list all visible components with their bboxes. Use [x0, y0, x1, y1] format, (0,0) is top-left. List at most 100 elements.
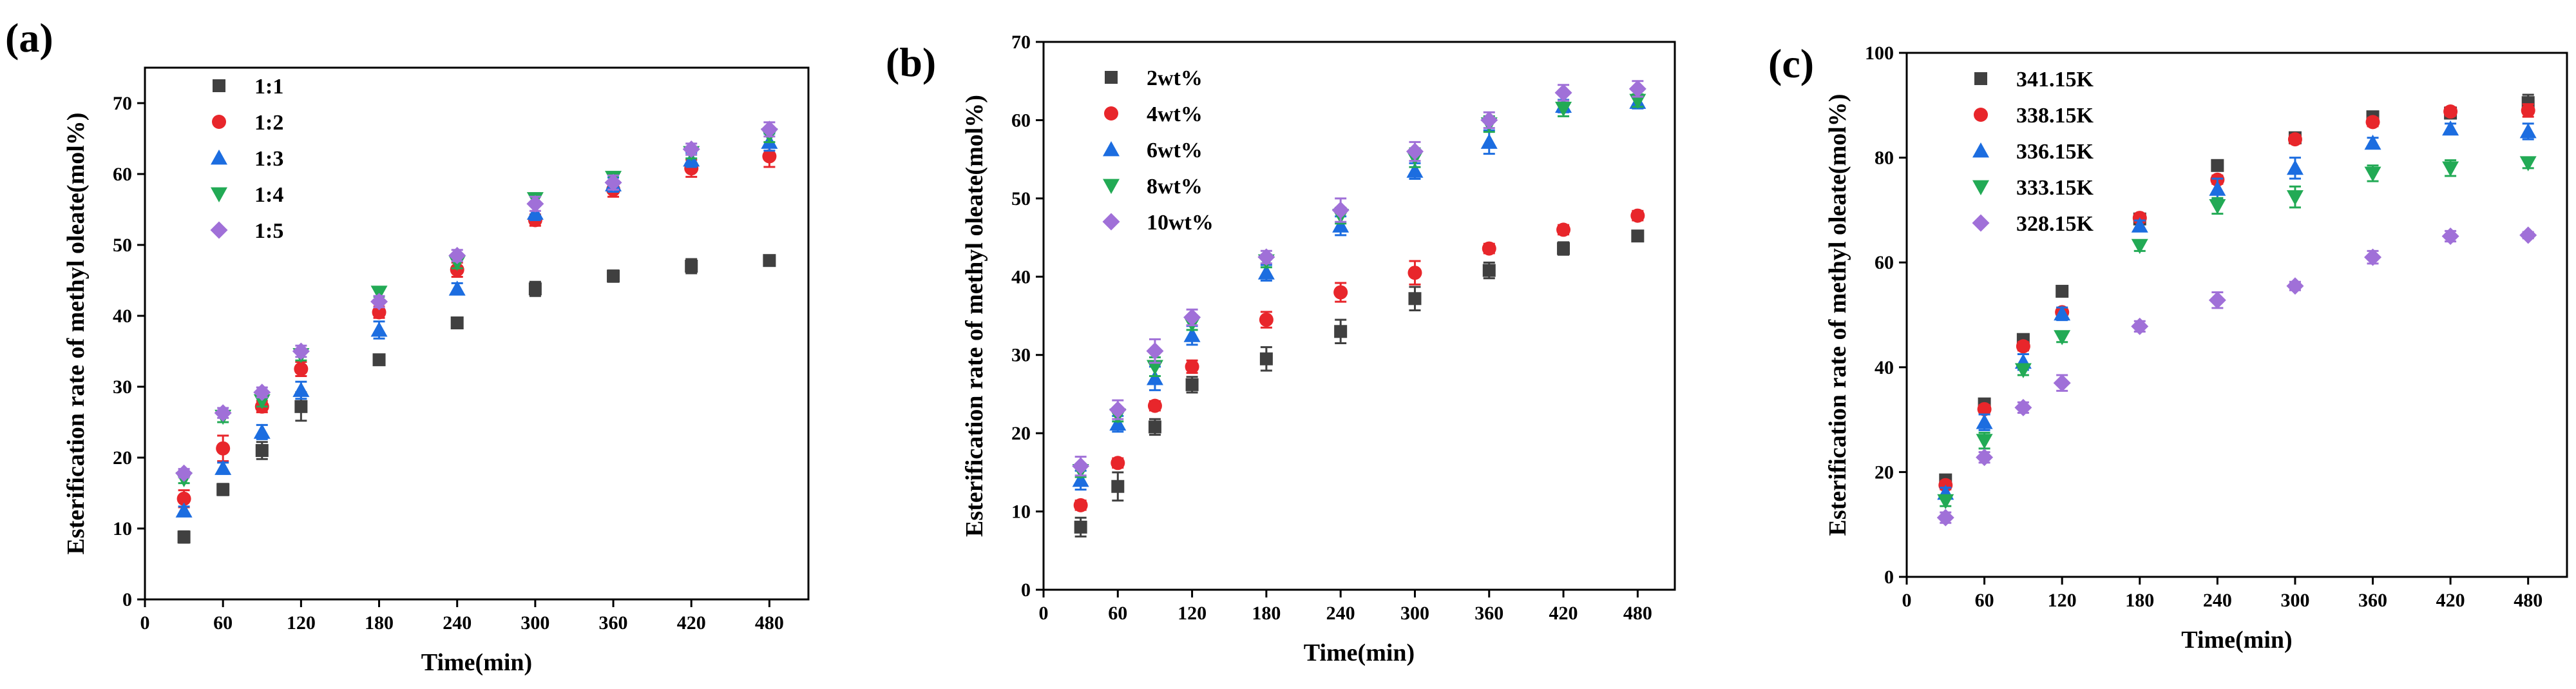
x-tick-label: 420 — [2436, 590, 2465, 611]
data-point — [2211, 159, 2224, 172]
data-point — [1482, 241, 1496, 256]
legend-label: 8wt% — [1147, 175, 1203, 199]
data-point — [685, 260, 698, 273]
x-tick-label: 360 — [2358, 590, 2387, 611]
x-tick-label: 420 — [677, 612, 706, 634]
panel-label: (a) — [5, 15, 53, 61]
data-point — [2053, 374, 2071, 392]
data-point — [1977, 402, 1992, 416]
data-point — [253, 423, 271, 439]
data-point — [2364, 134, 2381, 150]
data-point — [175, 502, 193, 518]
data-point — [607, 269, 620, 283]
data-point — [1072, 457, 1090, 475]
data-point — [1073, 498, 1088, 512]
data-point — [2209, 180, 2226, 196]
x-tick-label: 0 — [1902, 590, 1912, 611]
legend-label: 1:5 — [254, 219, 283, 243]
data-point — [1332, 217, 1350, 233]
y-tick-label: 40 — [1011, 266, 1031, 287]
x-tick-label: 180 — [1252, 603, 1281, 624]
data-point — [2519, 122, 2537, 139]
plot-frame — [1905, 52, 2568, 578]
data-point — [175, 464, 193, 482]
plot-frame — [144, 66, 810, 601]
data-point — [2441, 228, 2459, 246]
data-point — [1557, 242, 1570, 255]
legend-marker — [213, 79, 225, 92]
series-1:5 — [175, 121, 778, 482]
series-4wt% — [1073, 208, 1645, 512]
legend-label: 1:4 — [254, 183, 283, 207]
x-axis-title: Time(min) — [421, 649, 532, 676]
data-point — [1629, 93, 1646, 110]
data-point — [1407, 266, 1422, 280]
data-point — [2364, 248, 2382, 266]
data-point — [1109, 401, 1127, 419]
data-point — [2286, 277, 2304, 295]
data-point — [2054, 305, 2071, 321]
y-tick-label: 40 — [113, 306, 132, 327]
data-point — [2016, 339, 2030, 354]
data-point — [177, 530, 191, 544]
x-tick-label: 120 — [1178, 603, 1207, 624]
data-point — [2208, 291, 2226, 309]
legend-marker — [211, 187, 227, 202]
data-point — [1406, 142, 1424, 160]
x-tick-label: 60 — [1108, 603, 1127, 624]
y-tick-label: 70 — [113, 93, 132, 114]
data-point — [1074, 520, 1087, 534]
y-axis-title: Esterification rate of methyl oleate(mol… — [961, 95, 988, 537]
data-point — [1183, 327, 1201, 342]
x-tick-label: 120 — [287, 612, 316, 634]
data-point — [1111, 456, 1125, 471]
data-point — [2519, 226, 2537, 244]
series-333.15K — [1937, 156, 2537, 510]
data-point — [1976, 434, 1993, 449]
x-tick-label: 180 — [2125, 590, 2154, 611]
x-tick-label: 240 — [1326, 603, 1355, 624]
data-point — [604, 173, 622, 191]
data-point — [370, 322, 388, 337]
x-tick-label: 360 — [1474, 603, 1503, 624]
legend-label: 338.15K — [2016, 104, 2094, 128]
legend-marker — [212, 115, 226, 129]
data-point — [370, 293, 388, 311]
data-point — [1554, 84, 1572, 102]
data-point — [1480, 133, 1498, 149]
y-tick-label: 0 — [1884, 567, 1894, 588]
legend-marker — [1102, 213, 1120, 231]
data-point — [448, 280, 466, 296]
data-point — [1482, 264, 1496, 277]
data-point — [216, 483, 230, 496]
y-tick-label: 20 — [1011, 423, 1031, 444]
data-point — [216, 441, 231, 456]
data-point — [1072, 472, 1089, 487]
x-tick-label: 480 — [755, 612, 784, 634]
y-tick-label: 50 — [113, 235, 132, 256]
legend-marker — [1103, 179, 1120, 194]
legend-label: 4wt% — [1147, 102, 1203, 126]
x-tick-label: 0 — [140, 612, 150, 634]
x-tick-label: 360 — [599, 612, 628, 634]
data-point — [1146, 360, 1163, 375]
legend-label: 1:3 — [254, 147, 283, 171]
data-point — [1147, 398, 1162, 413]
x-tick-label: 120 — [2048, 590, 2077, 611]
data-point — [253, 383, 271, 402]
data-point — [1146, 342, 1164, 360]
data-point — [1334, 325, 1348, 338]
data-point — [1556, 222, 1571, 237]
data-point — [2443, 104, 2458, 119]
y-tick-label: 30 — [1011, 345, 1031, 366]
data-point — [1148, 420, 1161, 434]
data-point — [1406, 162, 1424, 178]
legend-label: 2wt% — [1147, 66, 1203, 90]
x-tick-label: 480 — [2514, 590, 2543, 611]
y-tick-label: 20 — [1875, 461, 1894, 483]
data-point — [2209, 199, 2226, 215]
data-point — [1408, 292, 1422, 306]
data-point — [528, 282, 542, 296]
data-point — [2131, 317, 2149, 335]
data-point — [1976, 414, 1993, 429]
